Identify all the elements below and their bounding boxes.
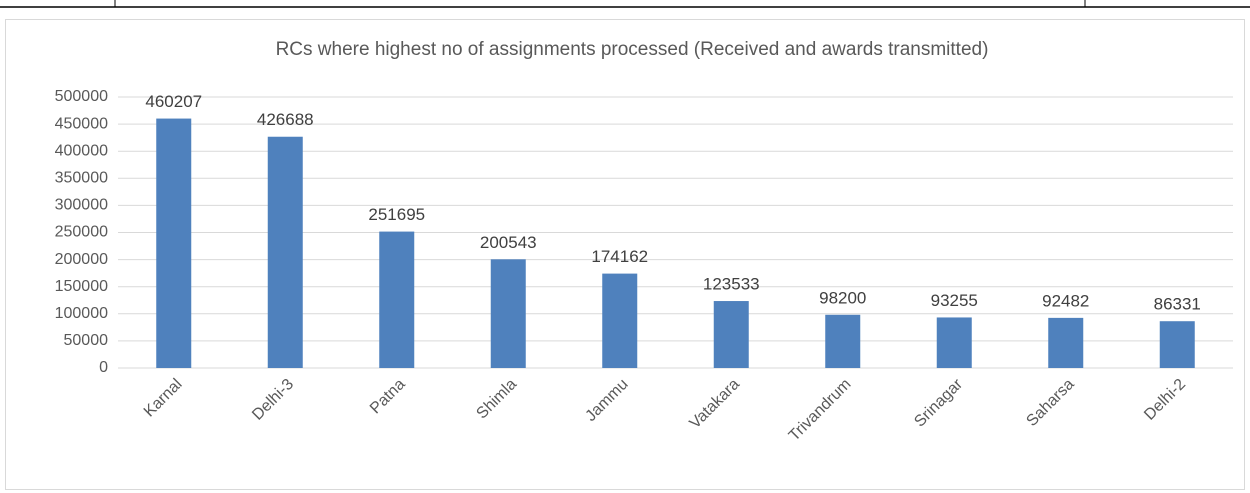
bar bbox=[490, 259, 526, 368]
bar bbox=[936, 317, 972, 368]
y-tick-label: 400000 bbox=[55, 142, 108, 159]
y-tick-label: 450000 bbox=[55, 115, 108, 132]
chart-title: RCs where highest no of assignments proc… bbox=[276, 39, 989, 60]
bar bbox=[267, 136, 303, 368]
data-label: 251695 bbox=[368, 205, 425, 224]
bar bbox=[379, 231, 415, 368]
data-label: 93255 bbox=[931, 291, 978, 310]
y-tick-label: 200000 bbox=[55, 251, 108, 268]
data-label: 426688 bbox=[257, 110, 314, 129]
bar bbox=[156, 118, 192, 368]
data-label: 200543 bbox=[480, 233, 537, 252]
data-label: 460207 bbox=[145, 92, 202, 111]
bar bbox=[713, 301, 749, 368]
data-label: 174162 bbox=[591, 247, 648, 266]
y-tick-label: 150000 bbox=[55, 278, 108, 295]
y-tick-label: 0 bbox=[99, 359, 108, 376]
bar bbox=[825, 314, 861, 368]
y-tick-label: 250000 bbox=[55, 224, 108, 241]
data-label: 98200 bbox=[819, 288, 866, 307]
y-tick-label: 500000 bbox=[55, 88, 108, 105]
bar bbox=[602, 273, 638, 368]
data-label: 92482 bbox=[1042, 291, 1089, 310]
y-tick-label: 300000 bbox=[55, 197, 108, 214]
y-tick-label: 100000 bbox=[55, 305, 108, 322]
y-tick-label: 50000 bbox=[64, 332, 109, 349]
chart-frame bbox=[5, 19, 1245, 490]
data-label: 86331 bbox=[1154, 295, 1201, 314]
y-tick-label: 350000 bbox=[55, 170, 108, 187]
bar bbox=[1159, 321, 1195, 368]
data-label: 123533 bbox=[703, 275, 760, 294]
bar bbox=[1048, 317, 1084, 368]
